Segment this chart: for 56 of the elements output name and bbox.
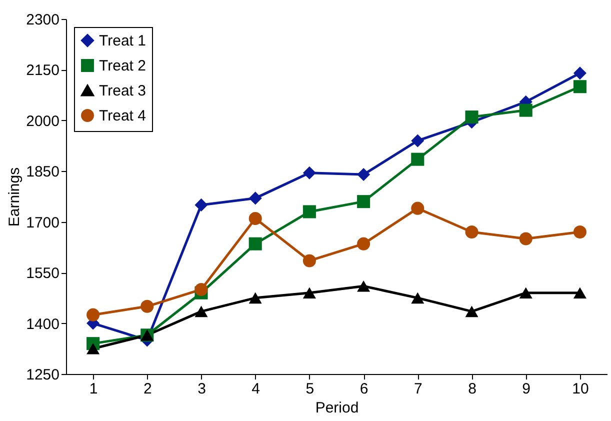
point: [357, 237, 370, 250]
y-tick-label: 1700: [26, 214, 60, 232]
point: [248, 192, 262, 205]
y-tick-label: 1550: [26, 265, 60, 282]
point: [465, 110, 478, 124]
x-tick-label: 1: [89, 380, 98, 398]
point: [573, 225, 586, 239]
point: [302, 287, 316, 299]
y-tick-label: 1850: [26, 164, 60, 181]
point: [519, 232, 532, 246]
point: [140, 300, 154, 313]
point: [465, 306, 478, 318]
x-tick-label: 8: [468, 380, 476, 398]
point: [573, 66, 586, 80]
point: [86, 342, 100, 354]
y-tick-label: 2150: [26, 62, 60, 80]
point: [357, 195, 370, 208]
x-tick-label: 3: [198, 380, 206, 398]
y-tick-label: 1250: [26, 366, 60, 384]
legend-label: Treat 3: [99, 82, 146, 100]
point: [248, 292, 262, 304]
legend-label: Treat 4: [99, 108, 146, 124]
point: [357, 280, 370, 292]
x-tick-label: 5: [306, 380, 314, 398]
y-axis-title: Earnings: [6, 167, 24, 227]
x-tick-label: 7: [414, 380, 422, 398]
legend-label: Treat 1: [99, 32, 146, 50]
legend-label: Treat 2: [99, 58, 146, 74]
point: [573, 80, 586, 94]
point: [411, 152, 424, 166]
x-tick-label: 2: [143, 380, 152, 398]
point: [357, 168, 370, 182]
y-tick-label: 2300: [26, 12, 60, 28]
point: [465, 225, 478, 239]
point: [411, 292, 424, 304]
y-tick-label: 1400: [26, 316, 60, 333]
point: [302, 205, 316, 218]
x-tick-label: 10: [572, 380, 589, 398]
point: [519, 287, 532, 299]
point: [411, 134, 424, 148]
x-tick-label: 6: [360, 380, 368, 398]
point: [248, 212, 262, 225]
point: [248, 237, 262, 250]
x-tick-label: 9: [522, 380, 531, 398]
point: [302, 166, 316, 180]
point: [194, 198, 208, 212]
point: [302, 254, 316, 268]
point: [194, 306, 208, 318]
point: [573, 287, 586, 299]
point: [411, 202, 424, 215]
x-tick-label: 4: [252, 380, 260, 398]
y-tick-label: 2000: [26, 112, 60, 130]
point: [86, 308, 100, 322]
point: [519, 104, 532, 117]
x-axis-title: Period: [315, 400, 359, 416]
point: [194, 282, 208, 296]
